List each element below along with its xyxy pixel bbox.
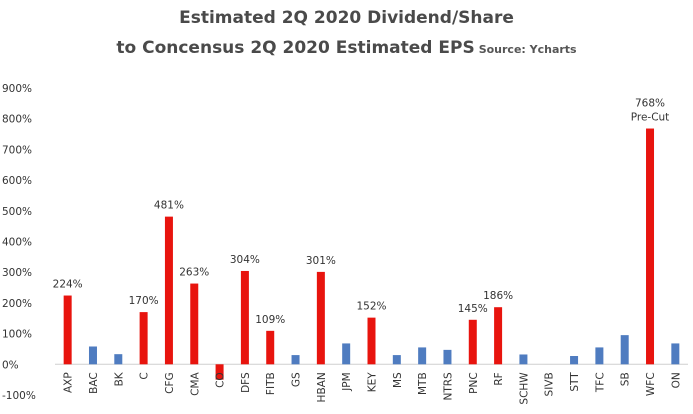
- bar-key: [367, 317, 376, 365]
- chart-title-line2: to Concensus 2Q 2020 Estimated EPS: [116, 38, 475, 58]
- bar-bac: [88, 346, 97, 365]
- bar-stt: [570, 356, 579, 365]
- data-label: 145%: [458, 303, 488, 315]
- x-tick-label: HBAN: [316, 372, 328, 402]
- data-label: 768%: [635, 98, 665, 110]
- y-tick-label: 900%: [2, 83, 32, 95]
- chart-title-line1: Estimated 2Q 2020 Dividend/Share: [179, 8, 514, 28]
- x-tick-label: PNC: [468, 372, 480, 394]
- data-label: 301%: [306, 255, 336, 267]
- bar-tfc: [595, 347, 604, 365]
- bar-fitb: [266, 330, 275, 365]
- chart-title: Estimated 2Q 2020 Dividend/Share: [0, 8, 693, 28]
- x-tick-label: MS: [392, 372, 404, 388]
- data-label: 263%: [179, 267, 209, 279]
- bar-rf: [494, 307, 503, 365]
- data-label: 152%: [356, 301, 386, 313]
- x-tick-label: ON: [670, 372, 682, 388]
- x-tick-label: AXP: [63, 372, 75, 393]
- bar-bk: [114, 354, 123, 365]
- x-tick-label: JPM: [341, 372, 353, 392]
- bar-jpm: [342, 343, 351, 365]
- y-tick-label: 700%: [2, 144, 32, 156]
- x-tick-label: SCHW: [518, 372, 530, 405]
- data-label: 304%: [230, 254, 260, 266]
- bar-hban: [316, 271, 325, 365]
- bar-cfg: [164, 216, 173, 365]
- x-tick-label: BAC: [88, 372, 100, 394]
- data-label: 481%: [154, 200, 184, 212]
- x-tick-label: NTRS: [442, 372, 454, 401]
- data-label: 109%: [255, 314, 285, 326]
- x-tick-label: CFG: [164, 372, 176, 394]
- bar-zion: [671, 343, 680, 365]
- bar-cof: [215, 364, 224, 380]
- x-tick-label: GS: [291, 372, 303, 387]
- y-tick-label: 400%: [2, 237, 32, 249]
- y-tick-label: 300%: [2, 267, 32, 279]
- bar-mtb: [418, 347, 427, 365]
- x-tick-label: WFC: [645, 372, 657, 396]
- x-tick-label: TFC: [594, 372, 606, 393]
- x-tick-label: FITB: [265, 372, 277, 395]
- x-tick-label: MTB: [417, 372, 429, 395]
- chart-subtitle: to Concensus 2Q 2020 Estimated EPS Source…: [0, 38, 693, 58]
- x-tick-label: SIVB: [544, 372, 556, 396]
- x-tick-label: SB: [620, 372, 632, 386]
- chart-source: Source: Ycharts: [478, 43, 577, 56]
- data-label: Pre-Cut: [631, 112, 670, 124]
- x-tick-label: STT: [569, 372, 581, 392]
- data-label: 186%: [483, 290, 513, 302]
- bar-usb: [620, 335, 629, 365]
- y-tick-label: -100%: [2, 390, 36, 402]
- x-tick-label: CMA: [189, 371, 201, 395]
- bar-pnc: [468, 319, 477, 365]
- x-tick-label: DFS: [240, 372, 252, 393]
- bar-ntrs: [443, 349, 452, 365]
- y-tick-label: 100%: [2, 329, 32, 341]
- x-tick-label: BK: [113, 371, 125, 386]
- y-tick-label: 800%: [2, 114, 32, 126]
- bar-dfs: [240, 270, 249, 365]
- data-label: 170%: [129, 295, 159, 307]
- bar-wfc: [646, 128, 655, 365]
- bar-cma: [190, 283, 199, 365]
- y-tick-label: 500%: [2, 206, 32, 218]
- y-tick-label: 600%: [2, 175, 32, 187]
- bar-ms: [392, 355, 401, 365]
- bar-schw: [519, 354, 528, 365]
- y-tick-label: 200%: [2, 298, 32, 310]
- bar-c: [139, 312, 148, 365]
- y-tick-label: 0%: [2, 359, 19, 371]
- x-tick-label: KEY: [367, 372, 379, 393]
- bar-axp: [63, 295, 72, 365]
- x-tick-label: CO: [215, 372, 227, 388]
- x-tick-label: C: [139, 372, 151, 379]
- x-tick-label: RF: [493, 372, 505, 385]
- data-label: 224%: [53, 279, 83, 291]
- bar-gs: [291, 355, 300, 365]
